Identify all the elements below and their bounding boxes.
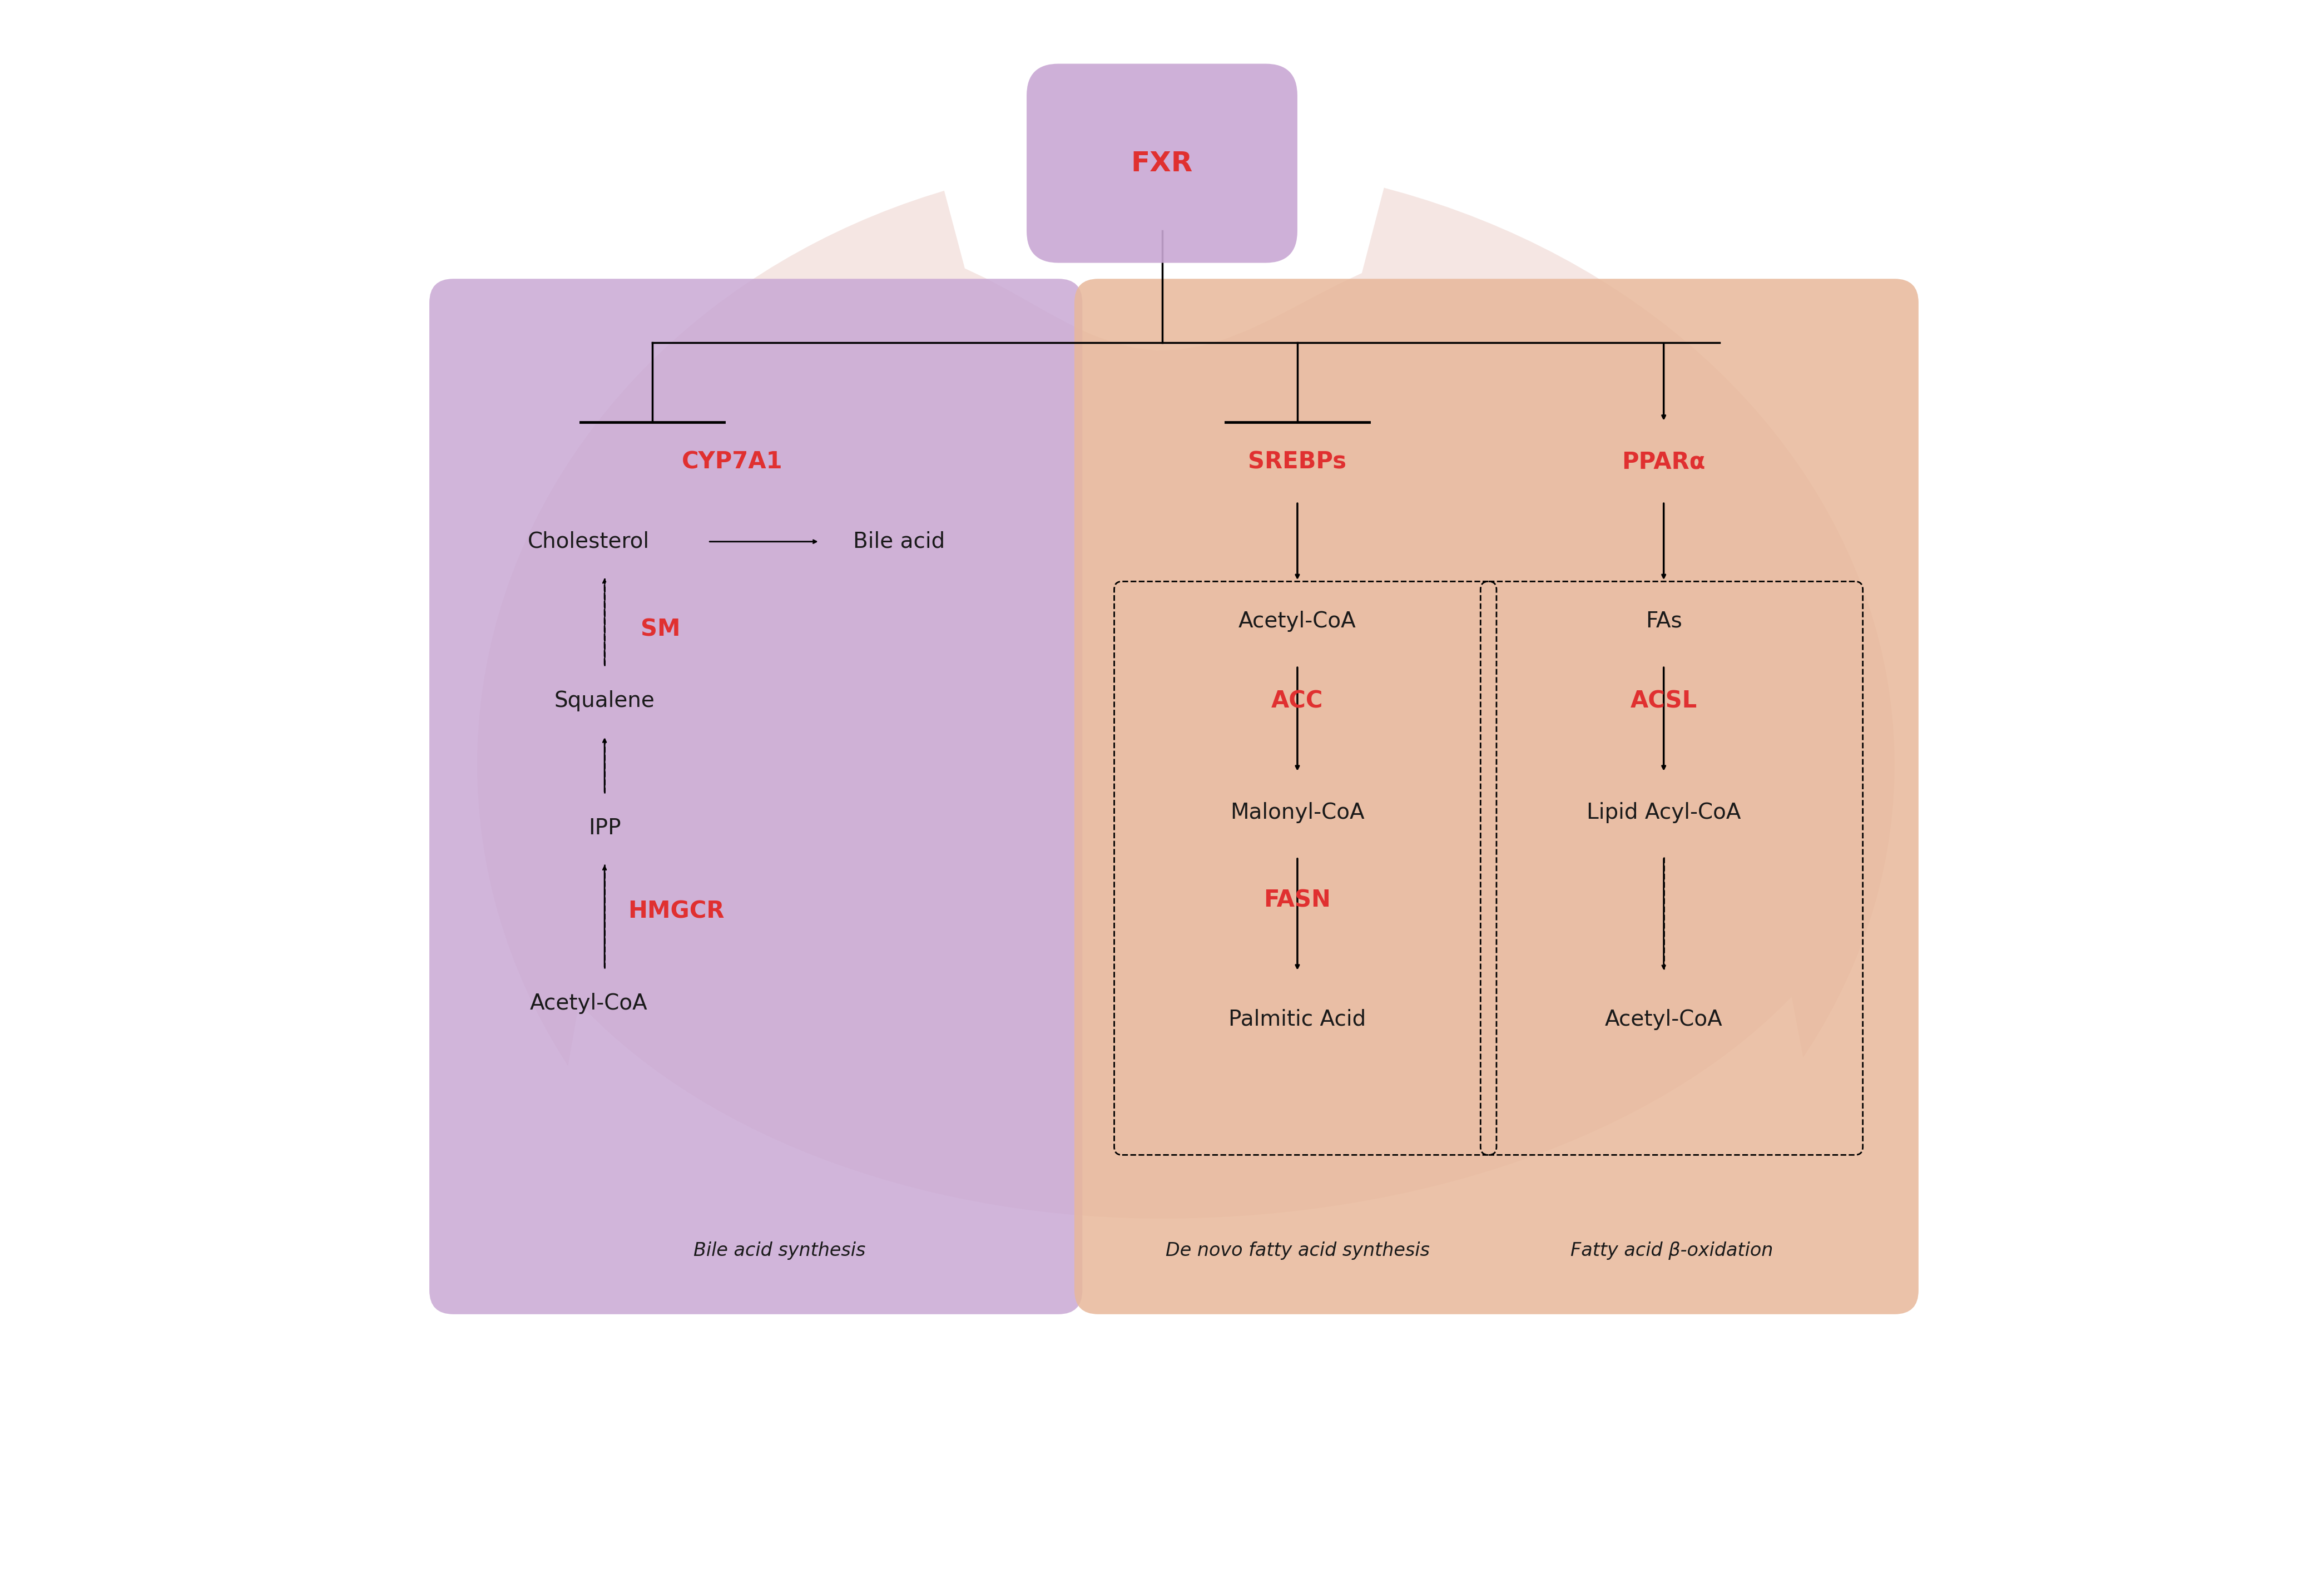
Text: Acetyl-CoA: Acetyl-CoA <box>1239 610 1357 632</box>
Text: SREBPs: SREBPs <box>1248 451 1346 473</box>
Text: IPP: IPP <box>588 817 621 840</box>
Text: De novo fatty acid synthesis: De novo fatty acid synthesis <box>1164 1241 1429 1260</box>
PathPatch shape <box>476 188 1894 1219</box>
Text: Cholesterol: Cholesterol <box>528 530 648 553</box>
Text: HMGCR: HMGCR <box>627 900 725 922</box>
Text: Fatty acid β-oxidation: Fatty acid β-oxidation <box>1571 1241 1773 1260</box>
Text: Acetyl-CoA: Acetyl-CoA <box>530 992 648 1015</box>
Text: FXR: FXR <box>1132 150 1192 177</box>
Text: Lipid Acyl-CoA: Lipid Acyl-CoA <box>1587 801 1741 824</box>
Text: Bile acid synthesis: Bile acid synthesis <box>695 1241 867 1260</box>
Text: SM: SM <box>641 618 681 640</box>
Text: ACC: ACC <box>1271 690 1322 712</box>
Text: Palmitic Acid: Palmitic Acid <box>1229 1008 1367 1031</box>
FancyBboxPatch shape <box>1074 279 1920 1314</box>
FancyBboxPatch shape <box>430 279 1083 1314</box>
Text: CYP7A1: CYP7A1 <box>681 451 783 473</box>
Text: ACSL: ACSL <box>1629 690 1697 712</box>
Text: FASN: FASN <box>1264 889 1332 911</box>
Text: PPARα: PPARα <box>1622 451 1706 473</box>
Text: Squalene: Squalene <box>553 690 655 712</box>
FancyBboxPatch shape <box>1027 64 1297 263</box>
Text: FAs: FAs <box>1645 610 1683 632</box>
Text: Malonyl-CoA: Malonyl-CoA <box>1229 801 1364 824</box>
Text: Acetyl-CoA: Acetyl-CoA <box>1606 1008 1722 1031</box>
Text: Bile acid: Bile acid <box>853 530 946 553</box>
